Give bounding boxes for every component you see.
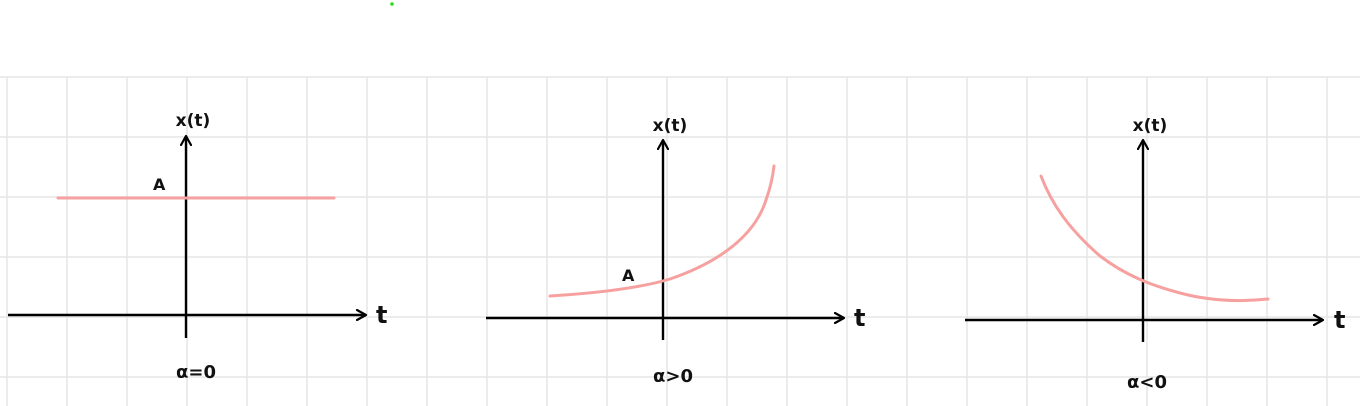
amplitude-label: A [622,266,635,285]
panel-alpha-zero: x(t) t A α=0 [8,111,387,383]
amplitude-label: A [153,175,166,194]
y-axis-label: x(t) [653,116,688,136]
condition-label: α=0 [176,362,216,383]
condition-label: α>0 [653,366,693,387]
decaying-exponential-curve [1039,174,1270,303]
growing-exponential-curve [548,164,776,298]
x-axis-label: t [854,304,865,332]
x-axis-label: t [376,301,387,329]
green-dot [390,2,394,6]
condition-label: α<0 [1127,372,1167,393]
y-axis-label: x(t) [176,111,211,131]
panel-alpha-negative: x(t) t α<0 [965,116,1345,393]
y-axis-label: x(t) [1133,116,1168,136]
x-axis-label: t [1334,306,1345,334]
graph-paper-grid [0,76,1360,406]
panel-alpha-positive: x(t) t A α>0 [486,116,865,387]
